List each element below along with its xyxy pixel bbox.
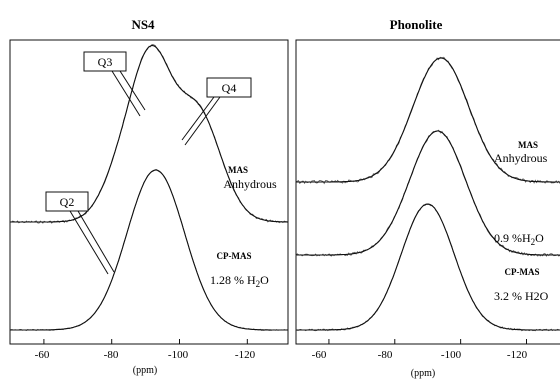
q2-pointer xyxy=(69,210,109,275)
phonolite-frame xyxy=(295,39,560,345)
ns4-mas-label: MAS xyxy=(228,165,248,175)
phonolite-tick-label: -60 xyxy=(312,349,327,361)
phonolite-tick-label: -120 xyxy=(507,349,528,361)
phonolite-anhydrous-label: Anhydrous xyxy=(494,151,548,165)
ns4-spectra xyxy=(9,44,289,331)
phonolite-h2o-sub: 2 xyxy=(531,237,536,247)
q4-callout: Q4 xyxy=(181,77,252,146)
phonolite-h2o-suffix: O xyxy=(535,231,544,245)
ns4-cpmas-spectrum-fit xyxy=(10,169,288,331)
q2-box xyxy=(45,191,89,212)
ns4-x-axis: -60 -80 -100 -120 (ppm) xyxy=(35,339,256,376)
phonolite-mas-spectrum-fit xyxy=(296,57,560,183)
phonolite-mas-label: MAS xyxy=(518,140,538,150)
ns4-tick-label: -120 xyxy=(235,349,256,361)
q4-pointer xyxy=(181,96,215,141)
q4-label: Q4 xyxy=(222,81,237,95)
q3-pointer xyxy=(111,70,141,117)
q4-box xyxy=(206,77,252,98)
phonolite-h2o-32-label: 3.2 % H2O xyxy=(494,289,549,303)
q2-pointer xyxy=(77,210,115,273)
ns4-title: NS4 xyxy=(131,17,155,32)
phonolite-h2o-main: 0.9 %H xyxy=(494,231,531,245)
phonolite-h2o-spectrum-fit xyxy=(296,130,560,256)
q2-callout: Q2 xyxy=(45,191,115,275)
q3-label: Q3 xyxy=(98,55,113,69)
ns4-tick-label: -100 xyxy=(168,349,189,361)
q2-label: Q2 xyxy=(60,195,75,209)
phonolite-x-label: (ppm) xyxy=(411,368,435,379)
q4-pointer xyxy=(184,96,221,146)
ns4-x-label: (ppm) xyxy=(133,365,157,376)
q3-pointer xyxy=(119,70,146,111)
phonolite-tick-label: -80 xyxy=(378,349,393,361)
ns4-cpmas-label: CP-MAS xyxy=(217,251,252,261)
phonolite-cpmas-label: CP-MAS xyxy=(505,267,540,277)
ns4-mas-spectrum-fit xyxy=(10,45,288,223)
ns4-h2o-label: 1.28 % H2O xyxy=(210,273,269,289)
ns4-tick-label: -80 xyxy=(104,349,119,361)
ns4-h2o-main: 1.28 % H xyxy=(210,273,256,287)
phonolite-tick-label: -100 xyxy=(441,349,462,361)
q3-box xyxy=(83,51,127,72)
ns4-h2o-suffix: O xyxy=(260,273,269,287)
ns4-tick-label: -60 xyxy=(35,349,50,361)
phonolite-spectra xyxy=(295,56,560,332)
ns4-h2o-sub: 2 xyxy=(256,279,261,289)
phonolite-x-axis: -60 -80 -100 -120 (ppm) xyxy=(312,339,528,379)
phonolite-cpmas-spectrum-fit xyxy=(296,203,560,331)
q3-callout: Q3 xyxy=(83,51,146,117)
phonolite-h2o-label: 0.9 %H2O xyxy=(494,231,544,247)
phonolite-title: Phonolite xyxy=(390,17,443,32)
ns4-anhydrous-label: Anhydrous xyxy=(223,177,277,191)
ns4-frame xyxy=(9,39,289,345)
